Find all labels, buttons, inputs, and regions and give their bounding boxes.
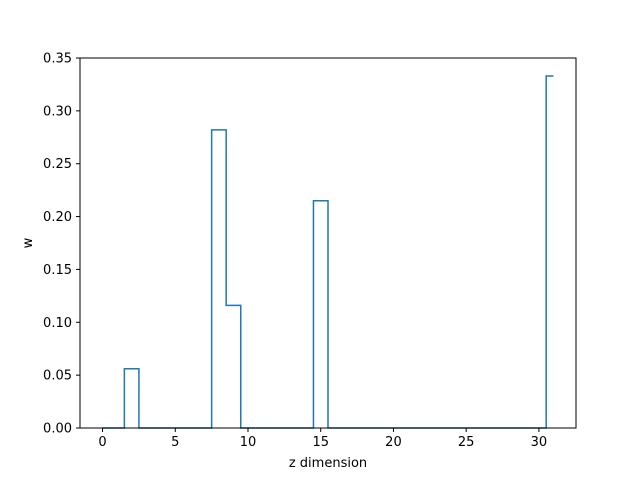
x-axis-label: z dimension xyxy=(289,456,367,471)
axes-frame xyxy=(79,57,577,429)
x-tick-label: 0 xyxy=(98,435,106,450)
y-tick-label: 0.15 xyxy=(43,263,72,278)
x-tick-label: 25 xyxy=(458,435,475,450)
y-tick-label: 0.00 xyxy=(43,422,72,437)
y-tick-label: 0.20 xyxy=(43,210,72,225)
y-tick-label: 0.10 xyxy=(43,316,72,331)
y-axis-label: w xyxy=(21,237,36,248)
y-tick-label: 0.05 xyxy=(43,369,72,384)
y-axis-ticks: 0.00 0.05 0.10 0.15 0.20 0.25 0.30 0.35 xyxy=(43,52,80,437)
x-tick-label: 15 xyxy=(312,435,329,450)
y-tick-label: 0.35 xyxy=(43,52,72,67)
x-tick-label: 30 xyxy=(531,435,548,450)
x-axis-ticks: 0 5 10 15 20 25 30 xyxy=(98,428,547,450)
x-tick-label: 10 xyxy=(240,435,257,450)
x-tick-label: 20 xyxy=(385,435,402,450)
y-tick-label: 0.25 xyxy=(43,157,72,172)
x-tick-label: 5 xyxy=(171,435,179,450)
y-tick-label: 0.30 xyxy=(43,104,72,119)
